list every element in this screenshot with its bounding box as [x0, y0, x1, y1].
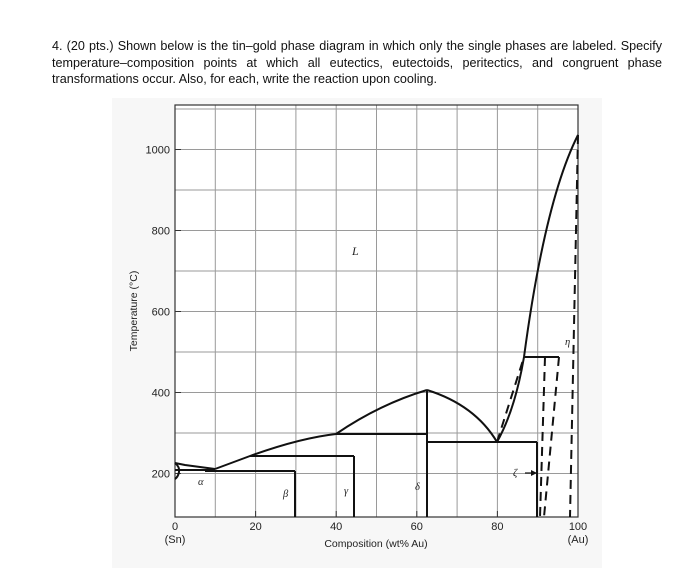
zeta-arrow	[525, 470, 537, 476]
phase-label-gamma: γ	[344, 486, 349, 497]
grid	[175, 105, 578, 517]
x-axis-label: Composition (wt% Au)	[324, 538, 427, 550]
dashed-zeta-mid	[539, 356, 546, 518]
phase-label-eta: η	[565, 337, 570, 348]
liquidus-sn-side	[174, 462, 216, 470]
x-tick-label: 0	[172, 521, 178, 533]
liquidus-delta-left	[335, 389, 428, 435]
y-tick-label: 400	[152, 388, 170, 400]
alpha-solvus	[174, 462, 181, 480]
y-tick-label: 1000	[146, 145, 170, 157]
phase-label-delta: δ	[415, 482, 421, 493]
x-tick-label: 80	[491, 521, 503, 533]
x-tick-label: 100	[569, 521, 587, 533]
x-end-label-au: (Au)	[568, 534, 589, 546]
liquidus-delta-right	[426, 389, 498, 443]
y-tick-label: 600	[152, 307, 170, 319]
liquidus-au-side	[523, 134, 579, 358]
x-tick-label: 60	[411, 521, 423, 533]
y-axis-label: Temperature (°C)	[128, 271, 140, 352]
phase-label-zeta: ζ	[513, 468, 518, 479]
phase-label-beta: β	[282, 489, 289, 500]
x-tick-label: 40	[330, 521, 342, 533]
dashed-eta-solvus	[569, 134, 579, 518]
dashed-zeta-right	[543, 356, 560, 518]
dashed-boundaries	[496, 134, 579, 518]
liquidus-zeta	[496, 356, 525, 443]
tick-marks	[175, 149, 498, 517]
y-tick-label: 800	[152, 226, 170, 238]
x-end-label-sn: (Sn)	[165, 534, 186, 546]
phase-boundaries	[174, 134, 579, 517]
question-text: 4. (20 pts.) Shown below is the tin–gold…	[52, 39, 662, 86]
y-tick-label: 200	[152, 469, 170, 481]
phase-label-L: L	[351, 244, 359, 258]
x-tick-label: 20	[249, 521, 261, 533]
phase-label-alpha: α	[198, 477, 204, 488]
